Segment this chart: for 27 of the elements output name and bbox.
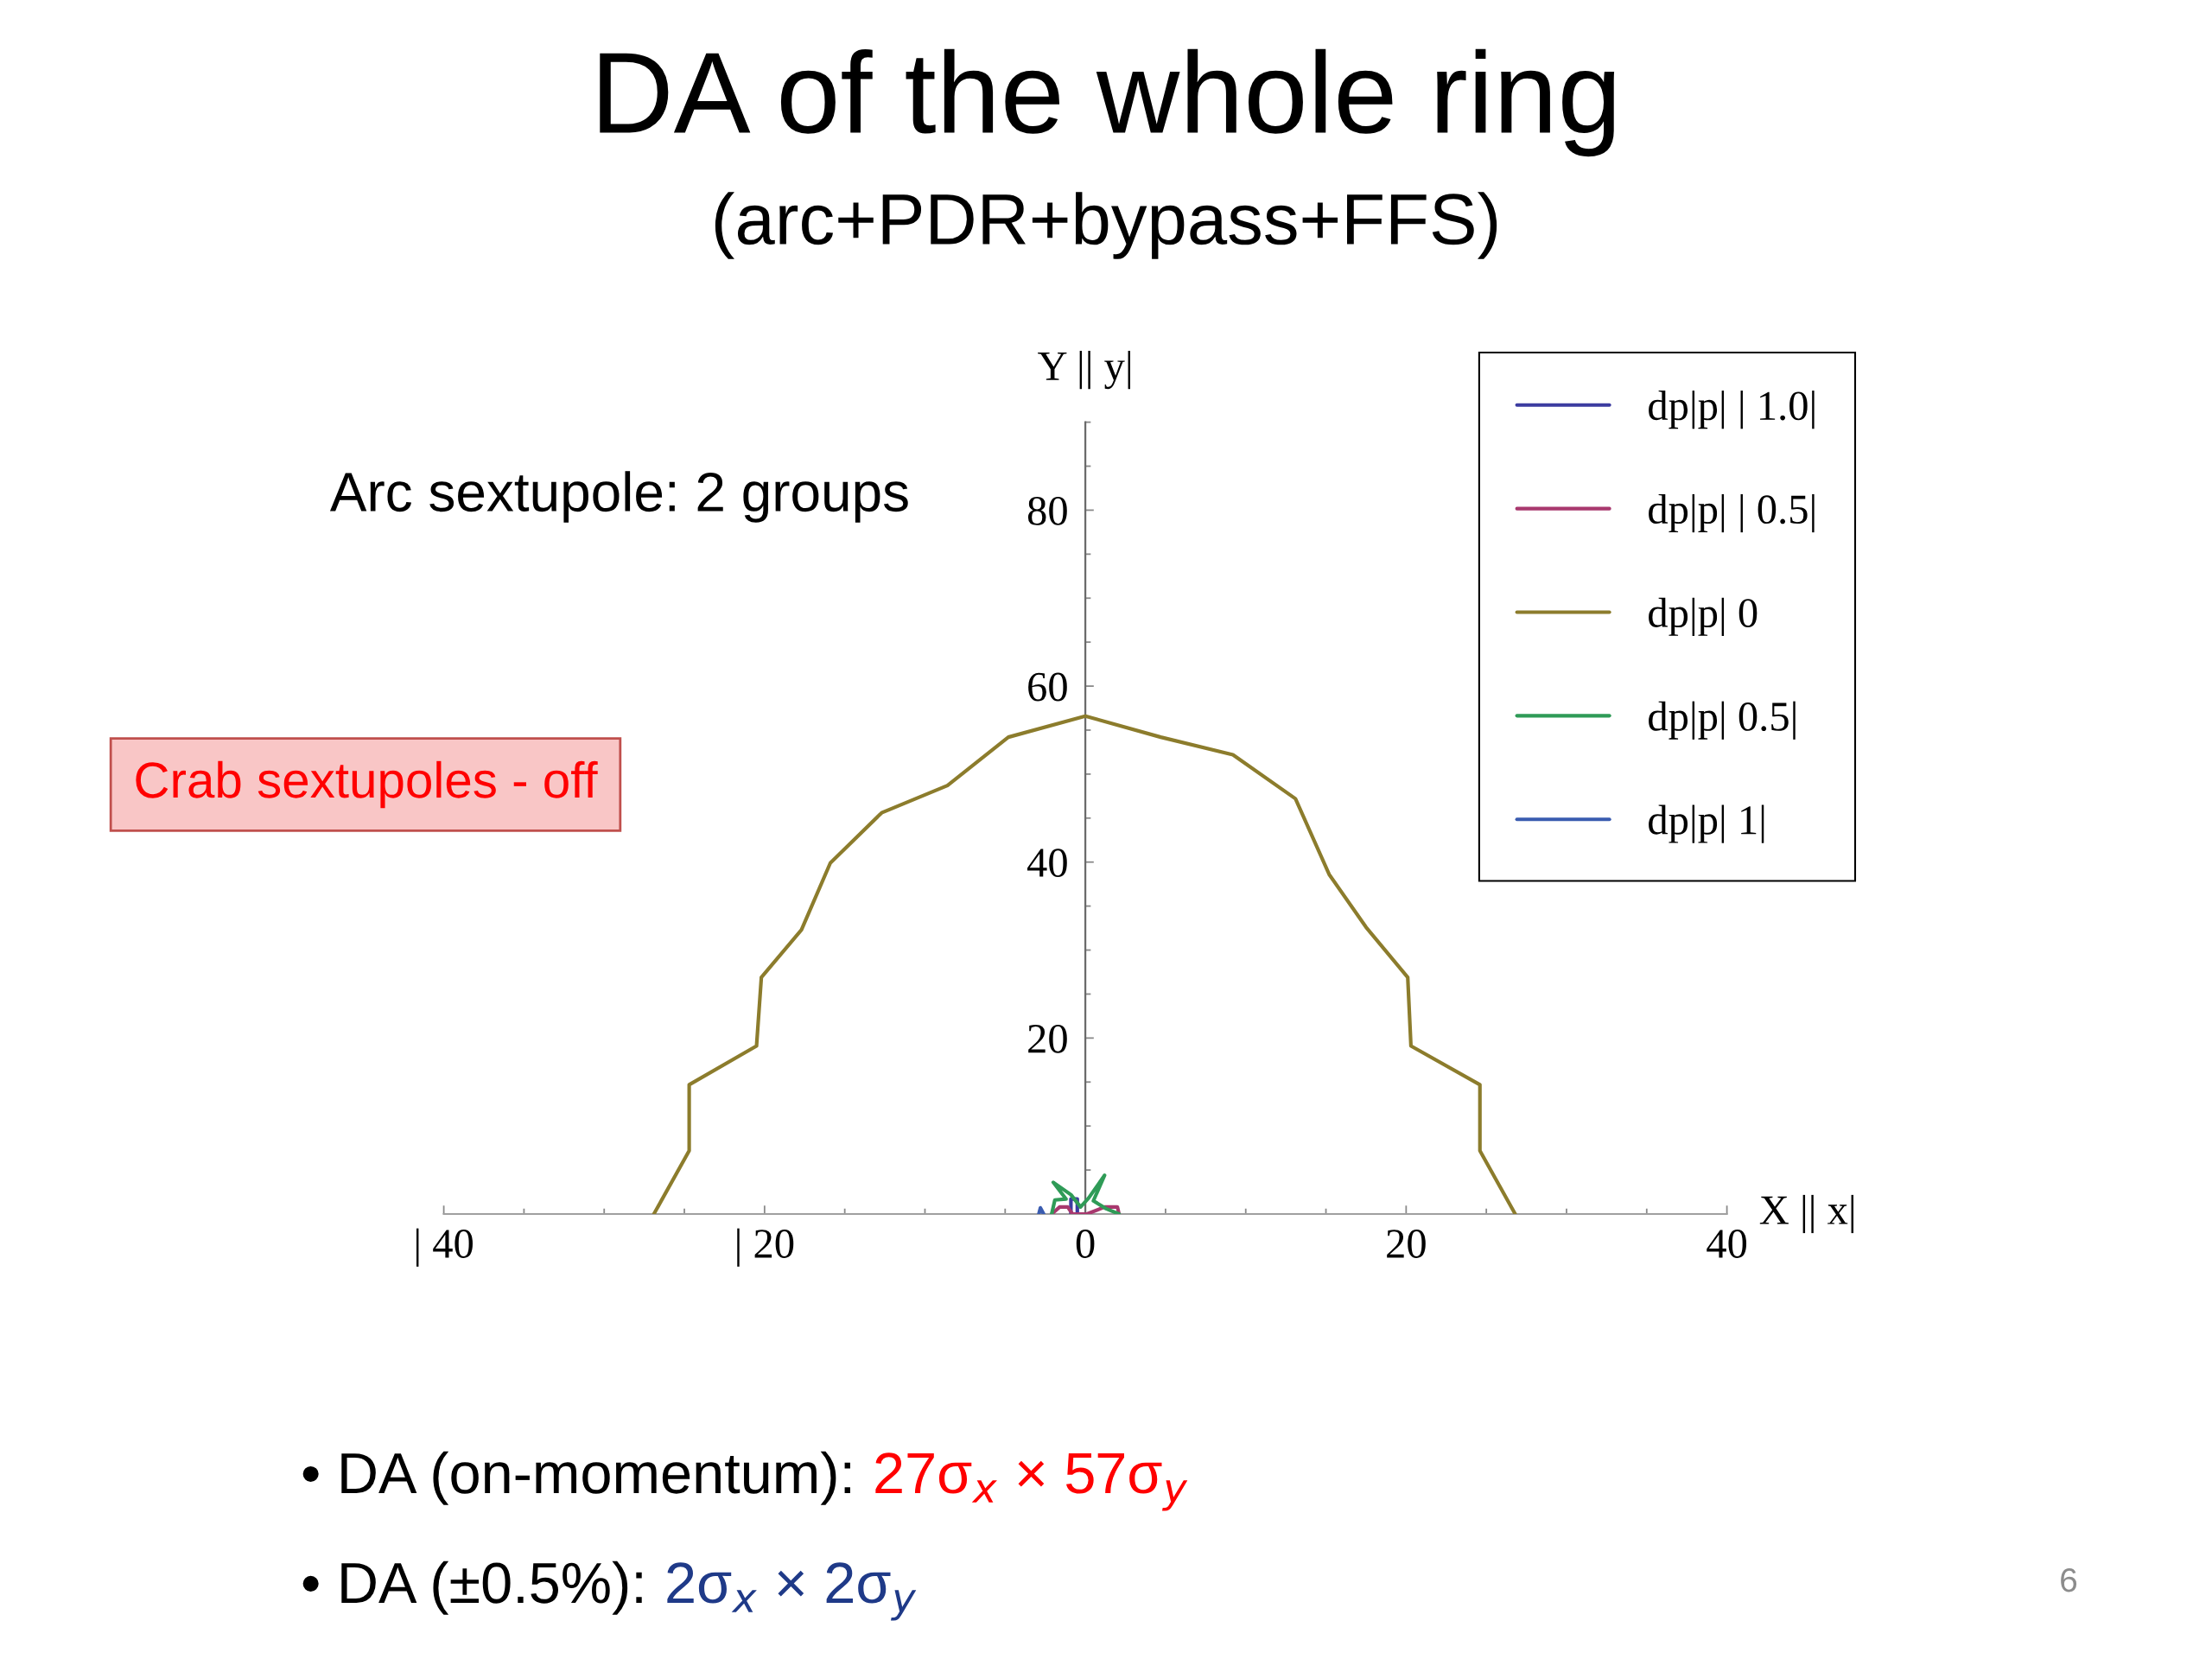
x-tick-label: | 20: [737, 1228, 794, 1267]
annotation: Arc sextupole: 2 groups: [329, 471, 908, 523]
x-tick-label: 20: [1387, 1230, 1426, 1258]
text: 2σ$_{x}$ × 2σ$_{y}$: [667, 1562, 917, 1621]
y-tick-label: 60: [1028, 672, 1067, 702]
text: 27σ$_{x}$ × 57σ$_{y}$: [875, 1452, 1188, 1511]
line-series: [652, 714, 1517, 1214]
legend-label: dp|p| | 0.5|: [1649, 493, 1815, 533]
text: 6: [2061, 1567, 2077, 1592]
chart-subtitle: (arc+PDR+bypass+FFS): [715, 192, 1497, 259]
x-tick-label: 40: [1707, 1230, 1747, 1258]
y-axis-title: Y || y|: [1038, 351, 1130, 390]
x-tick-label: 0: [1076, 1230, 1095, 1258]
annotation: Crab sextupoles - off: [136, 760, 598, 809]
x-tick-label: | 40: [416, 1228, 473, 1267]
legend-label: dp|p| 0: [1649, 597, 1758, 636]
legend-label: dp|p| 1|: [1649, 804, 1764, 843]
y-tick-label: 40: [1027, 849, 1067, 878]
text: • DA (±0.5%):: [302, 1560, 642, 1615]
x-axis-title: X || x|: [1759, 1194, 1853, 1234]
chart-title: DA of the whole ring: [600, 48, 1615, 157]
y-tick-label: 20: [1028, 1024, 1067, 1053]
legend-label: dp|p| 0.5|: [1649, 701, 1796, 740]
line-series: [1050, 1173, 1122, 1214]
legend-label: dp|p| | 1.0|: [1649, 391, 1815, 429]
y-tick-label: 80: [1027, 496, 1067, 525]
text: • DA (on-momentum):: [302, 1451, 850, 1505]
